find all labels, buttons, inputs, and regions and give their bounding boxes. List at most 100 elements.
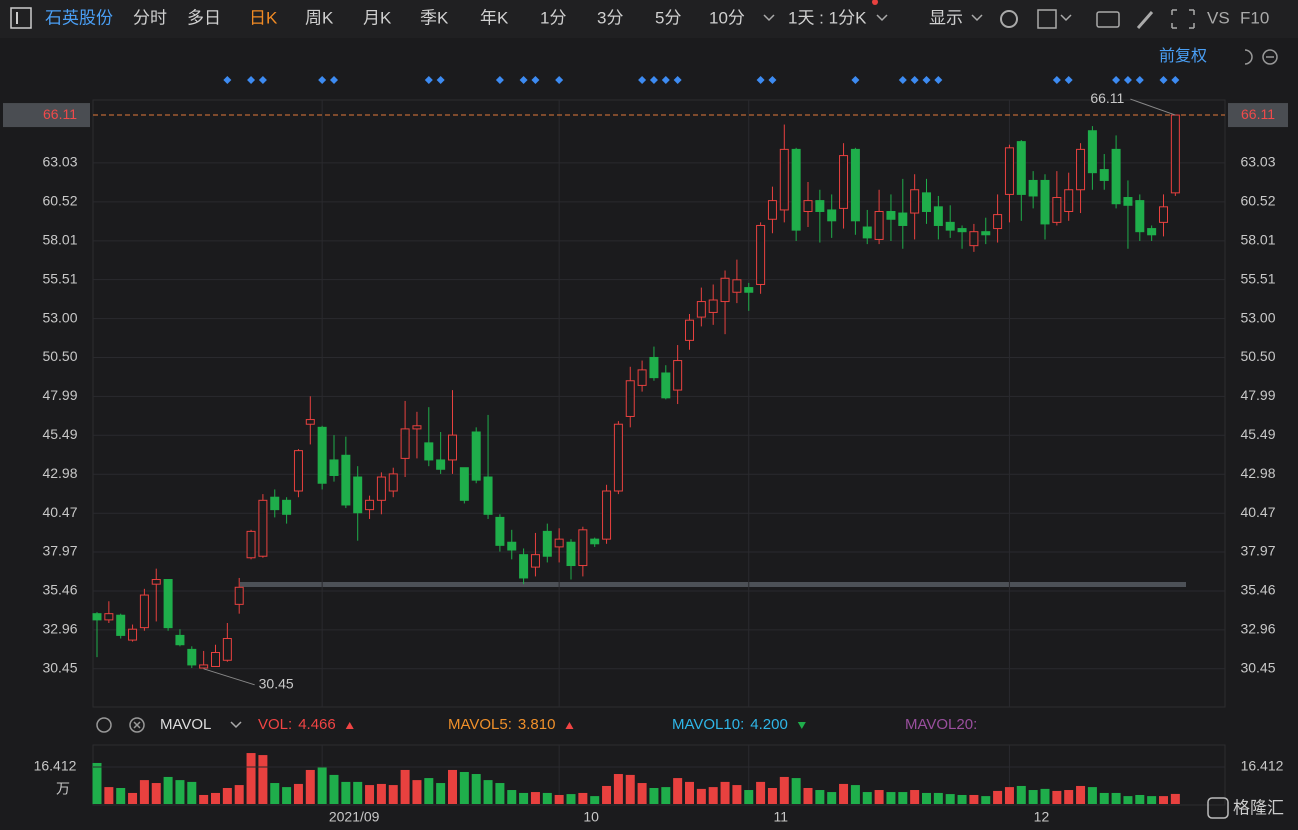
- candle-body: [211, 651, 220, 667]
- volume-bar: [495, 783, 505, 804]
- event-marker: [1064, 76, 1073, 84]
- y-tick-label-right: 30.45: [1240, 660, 1275, 676]
- volume-bar: [329, 774, 339, 804]
- volume-bar: [104, 787, 114, 804]
- volume-bar: [566, 794, 576, 804]
- volume-bar: [1052, 790, 1062, 804]
- settings-icon[interactable]: [96, 717, 112, 733]
- candle-body: [661, 372, 671, 399]
- tab[interactable]: 多日: [187, 8, 221, 27]
- volume-bar: [163, 776, 173, 804]
- event-marker: [673, 76, 682, 84]
- candle-body: [969, 231, 979, 247]
- close-icon-x: [133, 721, 141, 729]
- candle-body: [554, 538, 564, 548]
- caret[interactable]: [1060, 14, 1072, 22]
- candle-body: [92, 613, 102, 621]
- reset[interactable]: [1244, 49, 1253, 65]
- tab[interactable]: 分时: [133, 8, 167, 27]
- close-icon[interactable]: [129, 717, 145, 733]
- candle-body: [199, 664, 209, 669]
- caret[interactable]: [876, 14, 888, 22]
- tab[interactable]: 1分: [540, 8, 566, 27]
- caret[interactable]: [763, 14, 775, 22]
- event-marker: [934, 76, 943, 84]
- y-tick-label-right: 45.49: [1240, 426, 1275, 442]
- y-tick-label-right: 58.01: [1240, 232, 1275, 248]
- tab[interactable]: 周K: [305, 8, 334, 27]
- candle-body: [293, 450, 303, 492]
- volume-bar: [1064, 790, 1074, 804]
- candle-body: [1111, 148, 1121, 205]
- volume-bar: [874, 790, 884, 804]
- volume-bar: [1170, 793, 1180, 804]
- menu-icon[interactable]: [10, 7, 32, 29]
- volume-bar: [969, 794, 979, 804]
- event-marker: [1052, 76, 1061, 84]
- candle-body: [886, 210, 896, 220]
- volume-bar: [187, 781, 197, 804]
- volume-bar: [661, 787, 671, 804]
- volume-bar: [448, 769, 457, 804]
- x-tick-label: 2021/09: [329, 809, 380, 825]
- pen-icon[interactable]: [1136, 11, 1154, 29]
- annotation-leader: [1130, 98, 1176, 116]
- candle-body: [519, 554, 529, 579]
- stock-name[interactable]: 石英股份: [45, 8, 113, 27]
- volume-bar: [1040, 788, 1050, 804]
- candle-body: [1076, 148, 1086, 191]
- volume-bar: [898, 792, 908, 804]
- y-tick-label: 37.97: [42, 543, 77, 559]
- adjust[interactable]: 前复权: [1159, 47, 1207, 65]
- candle-body: [353, 476, 363, 514]
- volume-bar: [92, 762, 102, 804]
- caret[interactable]: [230, 721, 242, 729]
- volume-bar: [720, 781, 730, 804]
- candle-body: [471, 431, 481, 481]
- indicator-name[interactable]: MAVOL: [160, 716, 211, 733]
- candle-body: [1159, 206, 1168, 223]
- interval[interactable]: 1天 : 1分K: [788, 8, 867, 27]
- candle-body: [1064, 189, 1074, 212]
- candle-body: [412, 425, 422, 430]
- toolbar: [0, 0, 1298, 38]
- candle-body: [246, 530, 256, 559]
- tab[interactable]: 季K: [420, 8, 449, 27]
- event-marker: [318, 76, 327, 84]
- tab[interactable]: 5分: [655, 8, 681, 27]
- f10[interactable]: F10: [1240, 8, 1269, 27]
- volume-bar: [649, 787, 659, 804]
- tab[interactable]: 10分: [709, 8, 745, 27]
- vs[interactable]: VS: [1207, 8, 1230, 27]
- tab[interactable]: 3分: [597, 8, 623, 27]
- candle-body: [1123, 197, 1133, 206]
- zoom-out[interactable]: [1262, 49, 1278, 65]
- tab[interactable]: 日K: [249, 8, 278, 27]
- candle-body: [696, 301, 706, 318]
- volume-bar: [922, 792, 931, 804]
- dot: [872, 0, 878, 5]
- draw-icon[interactable]: [1037, 9, 1057, 29]
- volume-bar: [424, 778, 434, 804]
- camera-icon[interactable]: [1096, 11, 1120, 28]
- candle-body: [1052, 197, 1062, 223]
- candle-body: [187, 648, 197, 666]
- volume-bar: [1016, 785, 1026, 804]
- event-marker: [519, 76, 528, 84]
- volume-bar: [459, 771, 469, 804]
- tab[interactable]: 月K: [363, 8, 392, 27]
- tab[interactable]: 年K: [480, 8, 509, 27]
- candle-body: [685, 319, 694, 341]
- settings-icon[interactable]: [1000, 10, 1018, 28]
- volume-bar: [530, 792, 540, 804]
- fullscreen-icon[interactable]: [1171, 9, 1195, 29]
- candle-body: [613, 423, 623, 492]
- candle-body: [376, 476, 386, 501]
- candle-body: [803, 200, 813, 212]
- display[interactable]: 显示: [929, 8, 963, 27]
- volume-bar: [756, 781, 766, 804]
- caret[interactable]: [971, 14, 983, 22]
- candle-body: [791, 148, 801, 231]
- candle-body: [862, 226, 872, 239]
